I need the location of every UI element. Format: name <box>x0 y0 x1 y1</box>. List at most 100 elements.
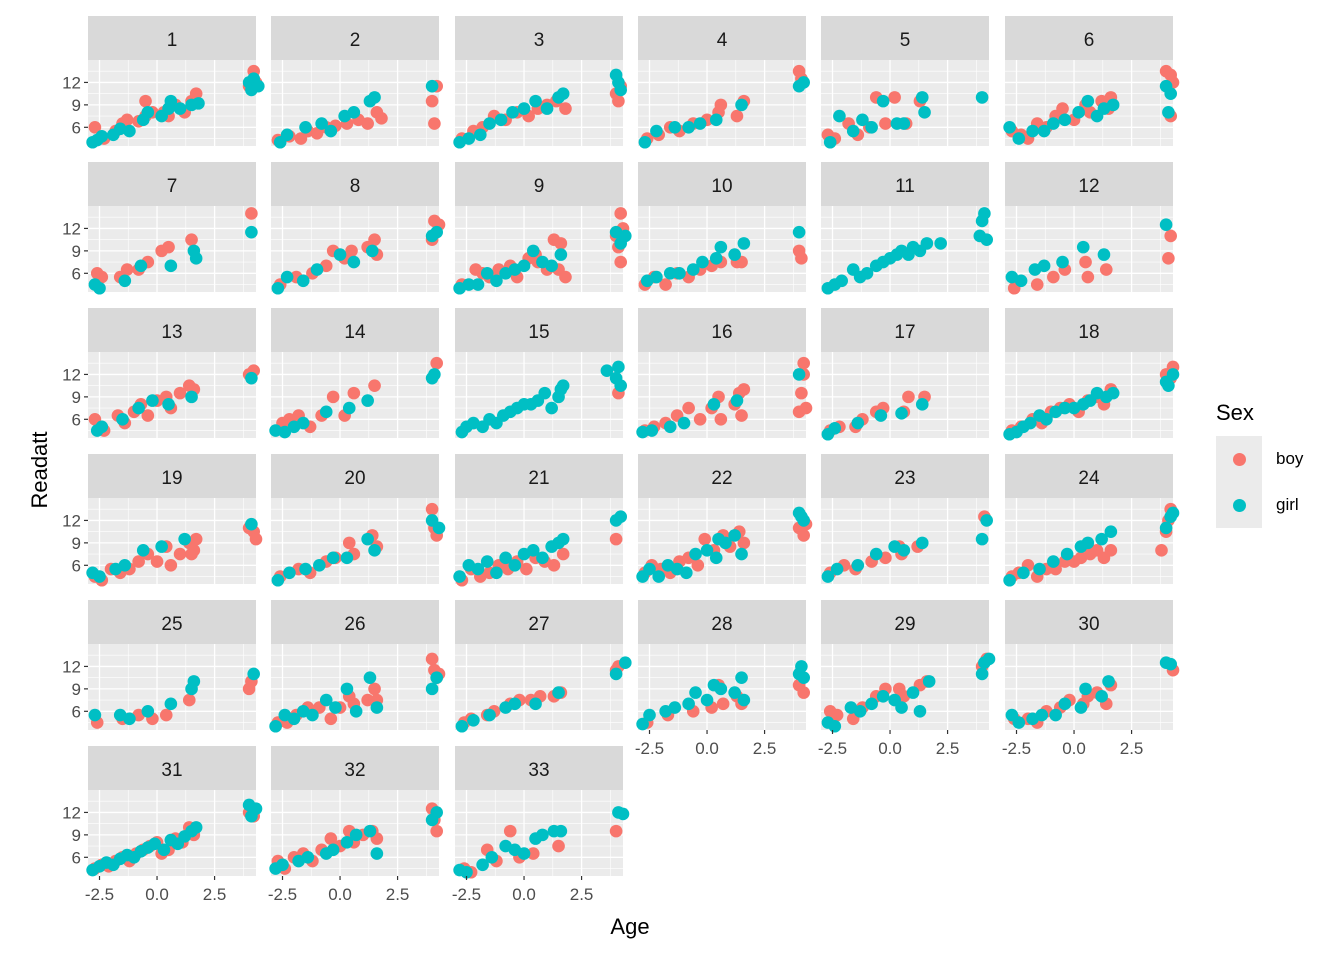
data-point-girl <box>340 682 354 696</box>
data-point-girl <box>536 828 549 842</box>
data-point-boy <box>249 532 263 546</box>
data-point-girl <box>296 416 310 430</box>
facet-panel-3: 3 <box>453 16 627 149</box>
data-point-girl <box>1003 573 1016 587</box>
data-point-girl <box>920 237 934 250</box>
data-point-boy <box>730 109 744 123</box>
data-point-girl <box>709 113 723 127</box>
data-point-girl <box>737 237 751 250</box>
data-point-girl <box>347 106 361 119</box>
facet-strip <box>1005 454 1173 498</box>
data-point-girl <box>934 237 947 250</box>
data-point-girl <box>689 686 702 699</box>
data-point-girl <box>680 566 693 580</box>
data-point-girl <box>485 851 499 864</box>
data-point-boy <box>614 255 627 269</box>
facet-strip <box>271 746 439 790</box>
data-point-girl <box>1033 562 1046 576</box>
data-point-girl <box>517 847 531 860</box>
data-point-boy <box>1099 263 1113 276</box>
data-point-boy <box>162 240 175 254</box>
facet-strip-label: 31 <box>161 760 182 781</box>
data-point-girl <box>474 128 487 142</box>
data-point-girl <box>735 671 748 684</box>
data-point-girl <box>823 135 837 149</box>
data-point-boy <box>185 547 198 561</box>
data-point-girl <box>828 421 842 435</box>
data-point-girl <box>913 705 927 718</box>
facet-panel-30: 30 -2.5 0.0 2.5 <box>1002 600 1180 758</box>
data-point-girl <box>895 407 908 420</box>
facet-strip <box>638 162 806 206</box>
facet-strip <box>638 16 806 60</box>
data-point-girl <box>668 121 682 134</box>
data-point-girl <box>164 259 178 273</box>
data-point-boy <box>503 824 517 838</box>
data-point-boy <box>245 207 258 220</box>
data-point-boy <box>88 121 102 134</box>
data-point-girl <box>714 240 728 254</box>
facet-panel-10: 10 <box>638 162 808 292</box>
x-tick-label: 2.5 <box>570 885 594 904</box>
facet-strip-label: 22 <box>711 468 732 489</box>
data-point-girl <box>609 667 623 681</box>
data-point-girl <box>280 270 294 284</box>
data-point-girl <box>616 807 630 821</box>
data-point-girl <box>141 106 155 119</box>
data-point-girl <box>480 555 494 568</box>
data-point-girl <box>545 259 558 273</box>
y-tick-label: 9 <box>72 534 81 553</box>
data-point-girl <box>652 570 666 583</box>
legend-label-girl: girl <box>1276 495 1299 514</box>
data-point-girl <box>696 255 709 269</box>
data-point-boy <box>520 562 533 576</box>
data-point-girl <box>1012 132 1026 145</box>
data-point-girl <box>865 121 878 134</box>
data-point-girl <box>490 274 503 288</box>
data-point-girl <box>556 379 570 392</box>
data-point-boy <box>714 413 728 426</box>
data-point-girl <box>123 712 136 726</box>
data-point-girl <box>287 712 301 726</box>
data-point-girl <box>134 259 148 273</box>
data-point-girl <box>643 562 656 576</box>
data-point-boy <box>310 126 324 140</box>
data-point-girl <box>1012 716 1026 729</box>
data-point-girl <box>326 843 340 857</box>
panel-background <box>821 60 989 146</box>
x-axis-title: Age <box>610 914 650 939</box>
facet-strip-label: 24 <box>1078 468 1100 489</box>
data-point-girl <box>494 113 508 127</box>
facet-panel-18: 18 <box>1003 308 1180 441</box>
data-point-boy <box>425 652 439 666</box>
data-point-boy <box>430 356 443 370</box>
data-point-boy <box>159 708 173 722</box>
data-point-girl <box>677 416 691 430</box>
panel-background <box>455 644 623 730</box>
facet-strip-label: 15 <box>528 322 549 343</box>
data-point-girl <box>851 416 865 430</box>
data-point-girl <box>269 719 282 733</box>
facet-strip-label: 9 <box>534 176 545 197</box>
data-point-boy <box>902 390 915 404</box>
data-point-boy <box>120 263 134 276</box>
data-point-boy <box>430 824 443 838</box>
facet-panel-13: 13 6 9 12 <box>62 308 260 438</box>
data-point-girl <box>462 278 476 291</box>
data-point-girl <box>1072 106 1085 119</box>
data-point-girl <box>118 274 132 288</box>
facet-panel-26: 26 <box>269 600 446 733</box>
data-point-girl <box>975 532 989 546</box>
facet-strip-label: 11 <box>895 176 915 197</box>
data-point-girl <box>556 87 570 100</box>
x-tick-label: -2.5 <box>635 739 664 758</box>
data-point-girl <box>645 424 659 437</box>
data-point-girl <box>682 121 695 134</box>
x-tick-label: -2.5 <box>1002 739 1031 758</box>
data-point-girl <box>851 559 865 572</box>
y-axis-title: Readatt <box>27 431 52 509</box>
facet-strip <box>1005 16 1173 60</box>
legend-dot-boy <box>1232 452 1246 466</box>
data-point-girl <box>1024 416 1037 430</box>
data-point-girl <box>735 547 748 561</box>
